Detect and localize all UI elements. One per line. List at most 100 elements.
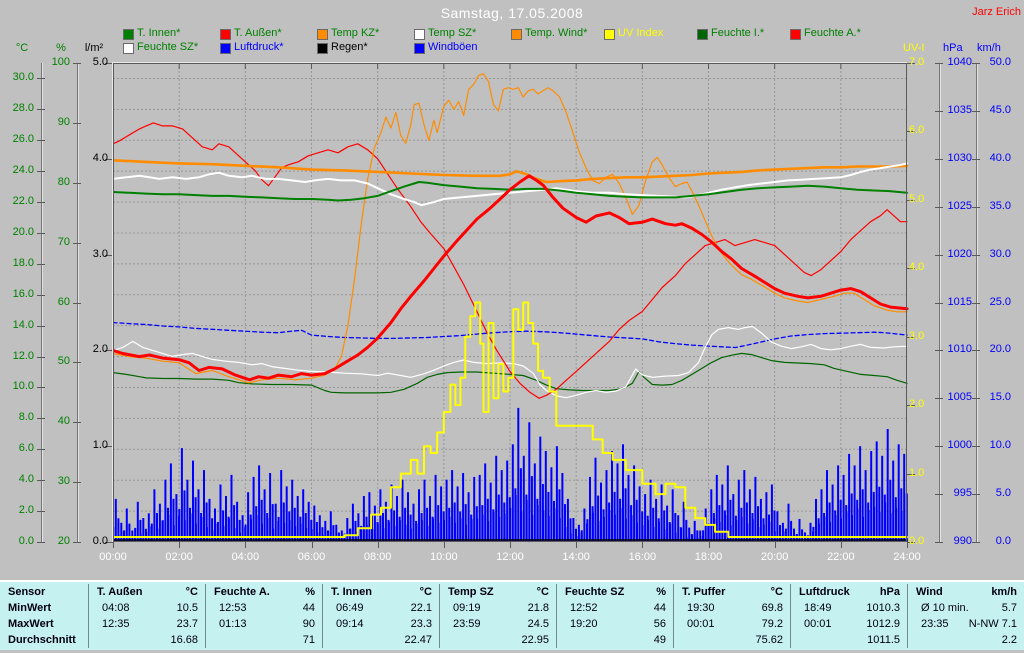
axis-tick — [73, 422, 81, 423]
table-cell-value: 44 — [302, 602, 315, 614]
axis-tick — [37, 542, 45, 543]
axis-tick-label: 1020 — [947, 248, 972, 260]
axis-tick — [37, 295, 45, 296]
table-cell-value: 23.7 — [176, 618, 198, 630]
axis-tick-label: 35.0 — [989, 200, 1011, 212]
table-cell-time: 01:13 — [219, 618, 247, 630]
table-cell-time: 09:14 — [336, 618, 364, 630]
series-luftdruck — [112, 321, 908, 349]
legend-swatch-icon — [317, 43, 328, 54]
x-tick — [510, 542, 511, 548]
table-row-label: MinWert — [8, 602, 52, 614]
axis-tick — [105, 446, 113, 447]
axis-tick-label: 1025 — [947, 200, 972, 212]
x-tick — [907, 542, 908, 548]
table-col-unit: hPa — [879, 586, 900, 598]
axis-tick — [105, 350, 113, 351]
axis-tick — [105, 159, 113, 160]
table-col-header: Feuchte A. — [214, 586, 270, 598]
legend-label: Temp KZ* — [331, 27, 380, 39]
axis-tick-label: 80 — [57, 176, 70, 188]
table-col-unit: °C — [770, 586, 783, 598]
table-col-unit: °C — [536, 586, 549, 598]
table-col-header: Temp SZ — [448, 586, 494, 598]
legend-swatch-icon — [317, 29, 328, 40]
table-cell-avg: 22.95 — [521, 634, 549, 646]
axis-tick-label: 1000 — [947, 439, 972, 451]
axis-tick-label: 2.0 — [92, 343, 108, 355]
x-tick — [245, 542, 247, 548]
x-tick — [311, 542, 313, 548]
axis-tick — [105, 542, 113, 543]
axis-tick-label: 40 — [57, 415, 70, 427]
axis-tick — [37, 202, 45, 203]
legend-label: Feuchte SZ* — [137, 41, 199, 53]
x-tick-label: 24:00 — [893, 551, 921, 563]
axis-tick — [935, 207, 943, 208]
axis-tick-label: 10.0 — [989, 439, 1011, 451]
legend-swatch-icon — [414, 43, 425, 54]
axis-tick — [972, 255, 980, 256]
axis-tick-label: 14.0 — [12, 319, 34, 331]
series-feuchte_a — [112, 122, 908, 399]
axis-tick-label: 2.0 — [18, 504, 34, 516]
table-cell-time: 04:08 — [102, 602, 130, 614]
axis-tick-label: 6.0 — [18, 442, 34, 454]
x-tick-label: 08:00 — [363, 551, 392, 563]
axis-tick-label: 0.0 — [995, 535, 1011, 547]
table-col-header: T. Innen — [331, 586, 372, 598]
axis-tick — [935, 303, 943, 304]
axis-tick-label: 26.0 — [12, 133, 34, 145]
axis-tick — [37, 171, 45, 172]
legend-swatch-icon — [511, 29, 522, 40]
table-cell-avg: 16.68 — [170, 634, 198, 646]
table-cell-time: 18:49 — [804, 602, 832, 614]
table-col-header: Luftdruck — [799, 586, 850, 598]
table-cell-avg: 49 — [653, 634, 666, 646]
axis-tick-label: 22.0 — [12, 195, 34, 207]
axis-tick — [73, 362, 81, 363]
axis-tick — [972, 303, 980, 304]
axis-tick-label: 5.0 — [909, 193, 925, 205]
axis-tick-label: 25.0 — [989, 296, 1011, 308]
series-temp_kz — [111, 159, 909, 184]
axis-tick — [935, 494, 943, 495]
axis-tick-label: 1.0 — [909, 467, 925, 479]
axis-tick-label: 5.0 — [995, 487, 1011, 499]
x-tick-label: 18:00 — [694, 551, 723, 563]
axis-tick-label: 1040 — [947, 56, 972, 68]
legend-swatch-icon — [220, 29, 231, 40]
axis-tick — [972, 542, 980, 543]
x-tick-label: 04:00 — [231, 551, 260, 563]
axis-tick — [907, 268, 915, 269]
axis-tick — [907, 63, 915, 64]
axis-tick-label: 0.0 — [18, 535, 34, 547]
axis-tick — [37, 511, 45, 512]
table-cell-avg: 1011.5 — [867, 634, 900, 646]
axis-tick-label: 30.0 — [989, 248, 1011, 260]
axis-line-kmh — [976, 63, 978, 542]
table-row-label: Sensor — [8, 586, 46, 598]
x-tick-label: 14:00 — [562, 551, 590, 563]
table-cell-value: 21.8 — [527, 602, 549, 614]
axis-tick-label: 2.0 — [909, 398, 925, 410]
table-cell-value: 56 — [653, 618, 666, 630]
table-separator — [205, 584, 206, 648]
table-cell-time: 23:35 — [921, 618, 949, 630]
axis-tick-label: 18.0 — [12, 257, 34, 269]
table-cell-time: 06:49 — [336, 602, 364, 614]
x-tick-label: 12:00 — [496, 551, 524, 563]
axis-tick-label: 5.0 — [92, 56, 108, 68]
series-temp_wind — [112, 73, 908, 384]
axis-tick-label: 1005 — [947, 391, 972, 403]
axis-tick — [907, 131, 915, 132]
unit-label-hpa: hPa — [943, 42, 963, 54]
table-cell-time: Ø 10 min. — [921, 602, 969, 614]
table-cell-time: 12:53 — [219, 602, 247, 614]
x-tick-label: 20:00 — [760, 551, 789, 563]
axis-tick-label: 40.0 — [989, 152, 1011, 164]
axis-tick-label: 0.0 — [92, 535, 108, 547]
legend-label: Luftdruck* — [234, 41, 284, 53]
axis-line-hpa — [939, 63, 941, 542]
x-tick — [377, 542, 379, 548]
